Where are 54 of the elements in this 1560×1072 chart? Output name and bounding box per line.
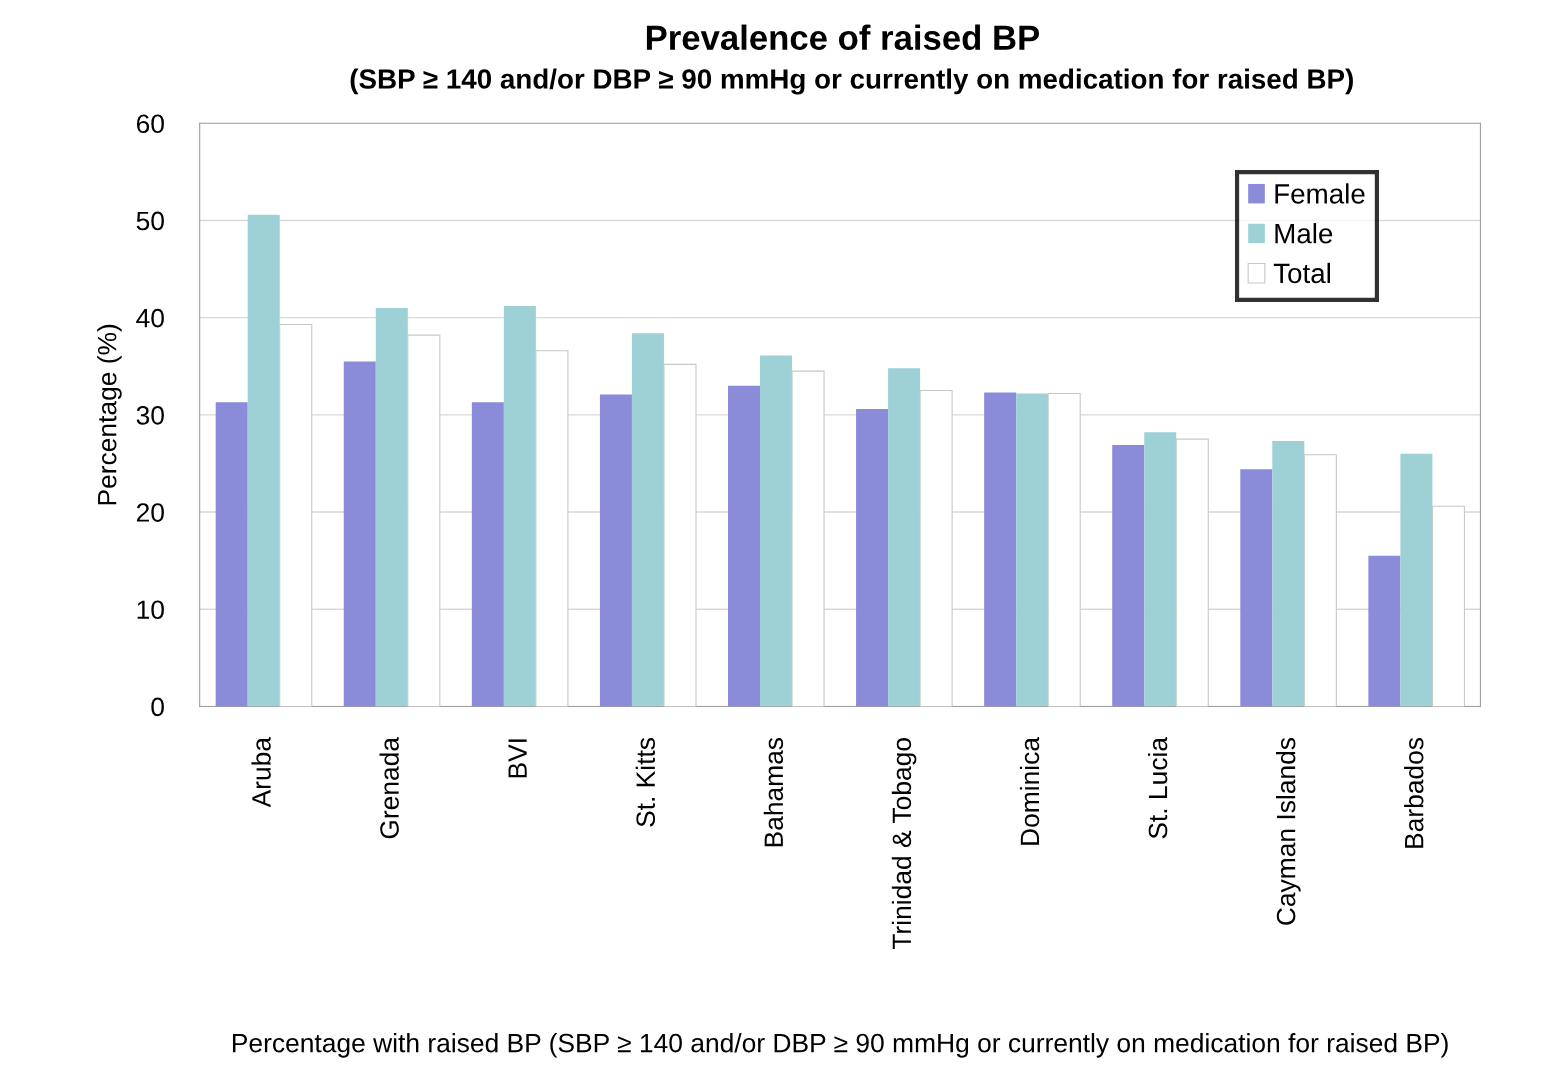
- bar: [1272, 441, 1305, 707]
- x-tick-label: Barbados: [1404, 737, 1424, 848]
- x-tick-label: Aruba: [251, 737, 271, 808]
- x-tick-label: Cayman Islands: [1276, 737, 1301, 925]
- bar: [1047, 392, 1081, 707]
- x-tick-label: Bahamas: [763, 737, 784, 847]
- bar: [1303, 454, 1337, 707]
- bar: [535, 350, 569, 707]
- legend-label: Total: [1273, 262, 1330, 284]
- bar: [1240, 469, 1273, 707]
- x-tick-label: St. Kitts: [635, 737, 656, 827]
- bar: [984, 392, 1017, 707]
- y-tick-label: 40: [136, 308, 164, 328]
- y-tick-label: 60: [136, 114, 164, 134]
- bar: [1112, 444, 1145, 707]
- bar: [599, 394, 632, 707]
- x-axis-title: Percentage with raised BP (SBP ≥ 140 and/or DBP ≥ 90 mmHg or currently on medication for raised BP): [232, 1033, 1448, 1058]
- bar: [1144, 432, 1177, 707]
- legend-label: Female: [1275, 183, 1365, 204]
- y-tick-label: 0: [151, 697, 164, 717]
- bar: [503, 306, 536, 707]
- bar: [1431, 505, 1465, 707]
- bar: [856, 409, 889, 707]
- x-tick-label: Grenada: [379, 737, 399, 839]
- bar: [1368, 555, 1401, 707]
- bar: [215, 402, 248, 707]
- x-tick-label: BVI: [508, 739, 527, 778]
- bar: [471, 402, 504, 707]
- bar: [760, 355, 793, 707]
- chart-title: Prevalence of raised BP: [646, 24, 1040, 51]
- x-tick-label: St. Lucia: [1147, 737, 1168, 839]
- bar: [791, 370, 825, 707]
- x-tick-label: Dominica: [1019, 737, 1040, 845]
- chart-subtitle: (SBP ≥ 140 and/or DBP ≥ 90 mmHg or currently on medication for raised BP): [350, 68, 1353, 95]
- bar: [343, 361, 376, 707]
- bar: [919, 390, 953, 707]
- x-tick-label: Trinidad & Tobago: [891, 738, 917, 950]
- bar: [279, 323, 313, 707]
- bar: [407, 334, 441, 707]
- y-axis-title: Percentage (%): [97, 324, 122, 505]
- bar: [1175, 438, 1209, 707]
- legend-label: Male: [1275, 223, 1333, 244]
- y-tick-label: 50: [136, 211, 164, 231]
- y-tick-label: 20: [136, 503, 164, 522]
- y-tick-label: 30: [136, 406, 164, 425]
- bar: [247, 214, 280, 707]
- bar: [1016, 393, 1049, 707]
- bar: [1400, 453, 1433, 707]
- bar: [375, 307, 408, 707]
- y-tick-label: 10: [137, 600, 164, 620]
- bar: [663, 363, 697, 707]
- bar: [888, 368, 921, 707]
- bar: [727, 385, 761, 707]
- bar: [631, 333, 664, 707]
